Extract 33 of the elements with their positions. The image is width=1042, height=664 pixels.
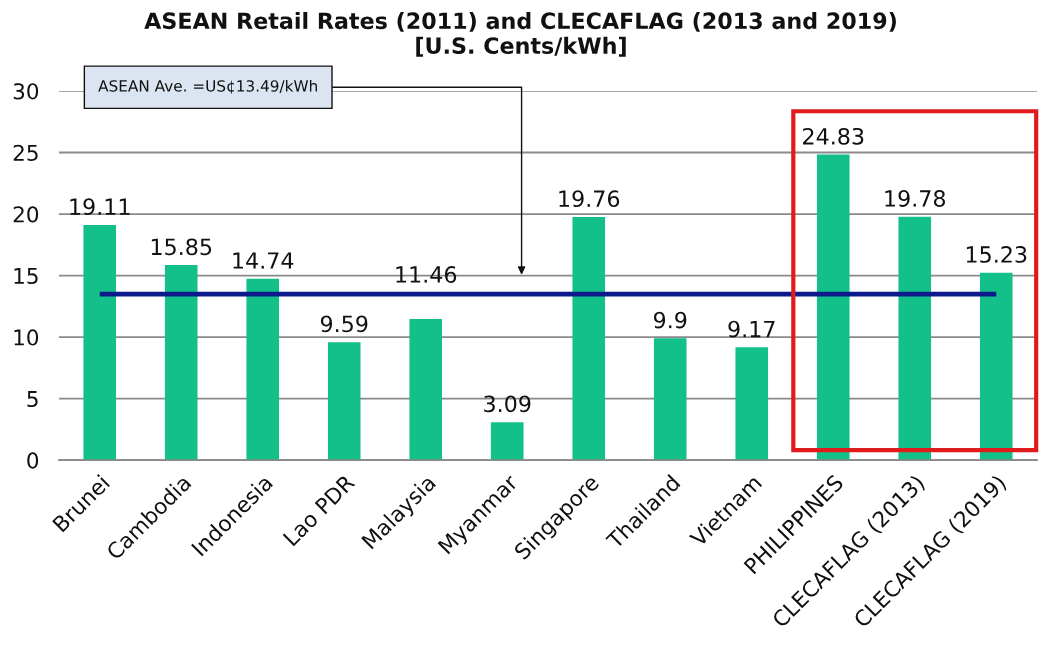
data-label: 24.83 [803, 127, 864, 145]
y-tick-label: 15 [14, 268, 38, 285]
y-tick-label: 20 [13, 206, 39, 223]
data-label: 14.74 [233, 252, 294, 269]
bar [572, 216, 606, 461]
bar [979, 272, 1013, 461]
bar [83, 224, 117, 461]
data-label: 11.46 [396, 266, 457, 283]
data-label: 15.23 [966, 246, 1027, 263]
bar [164, 265, 198, 461]
bar [653, 338, 687, 461]
data-label: 19.76 [559, 190, 620, 208]
y-tick-label: 25 [13, 144, 38, 161]
data-label: 9.17 [728, 320, 775, 338]
annotation: ASEAN Ave. =US¢13.49/kWh [98, 79, 317, 94]
bar [735, 347, 769, 461]
bar [898, 216, 932, 461]
y-tick-label: 10 [14, 329, 39, 346]
y-tick-label: 30 [13, 83, 39, 100]
data-label: 19.78 [885, 190, 946, 207]
bar [246, 278, 280, 461]
y-tick-label: 0 [27, 452, 39, 469]
bar [409, 319, 443, 461]
bar [327, 342, 361, 461]
data-label: 9.9 [653, 311, 687, 329]
bar [816, 154, 850, 461]
chart-title: ASEAN Retail Rates (2011) and CLECAFLAG (2013 and 2019) [U.S. Cents/kWh] [144, 11, 896, 57]
bar [490, 422, 524, 461]
y-tick-label: 5 [27, 391, 38, 408]
data-label: 19.11 [70, 198, 130, 216]
data-label: 15.85 [151, 238, 212, 256]
data-label: 3.09 [484, 395, 531, 413]
data-label: 9.59 [320, 315, 368, 333]
